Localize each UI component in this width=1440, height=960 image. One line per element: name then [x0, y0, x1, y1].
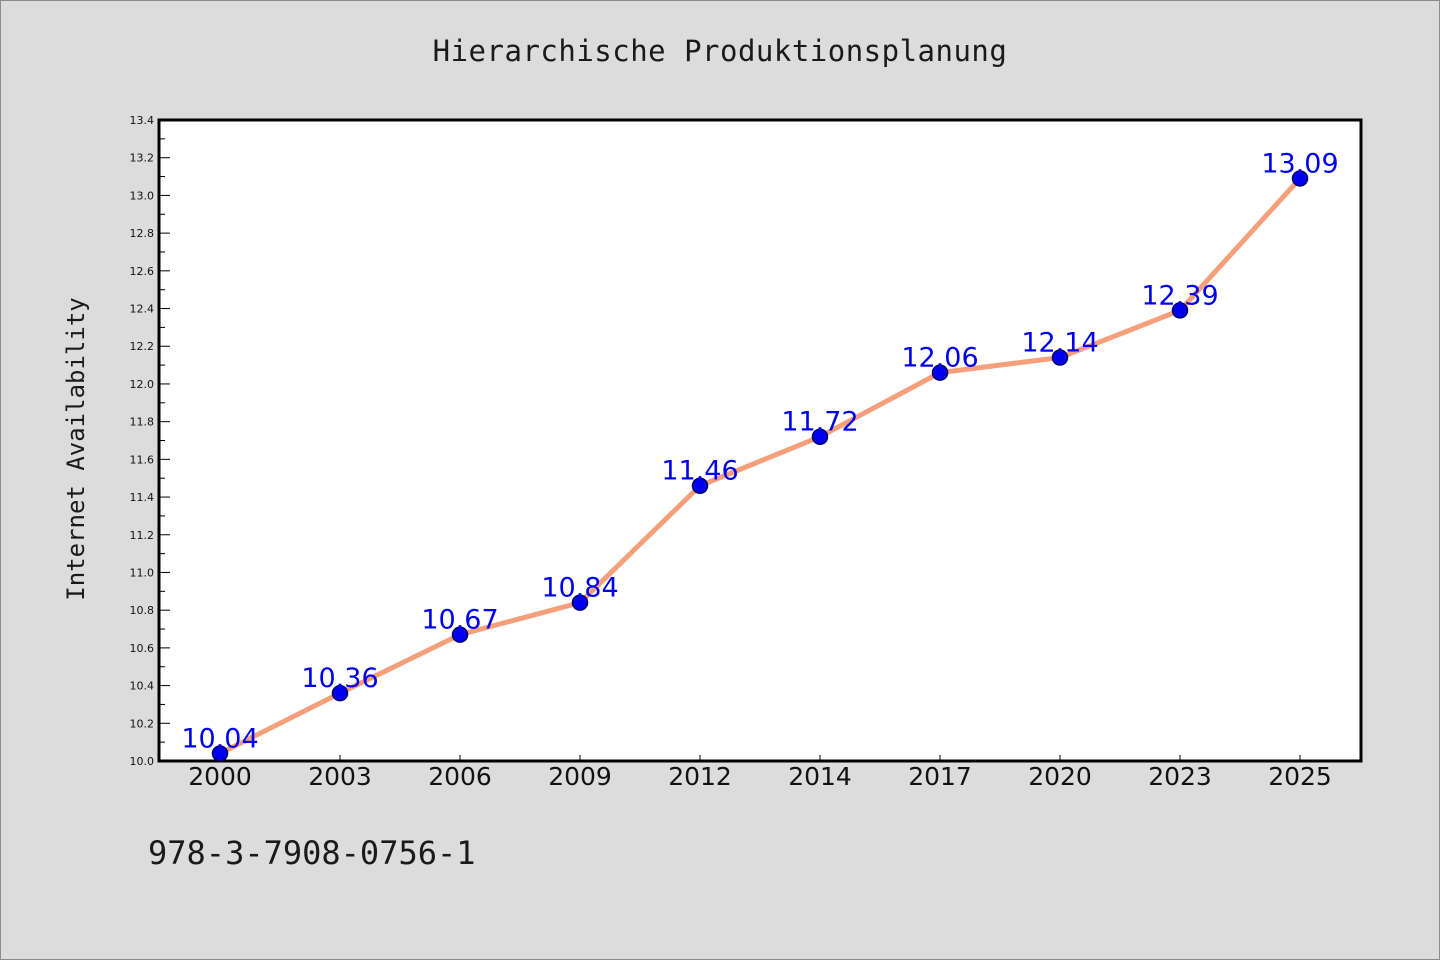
- y-tick-label: 11.2: [130, 529, 155, 542]
- y-tick-label: 10.0: [130, 755, 155, 768]
- y-tick-label: 10.2: [130, 717, 155, 730]
- x-tick-label: 2012: [668, 762, 732, 791]
- y-tick-label: 12.2: [130, 340, 155, 353]
- y-tick-label: 10.6: [130, 642, 155, 655]
- data-point: [931, 364, 949, 381]
- series-line: [217, 175, 1303, 756]
- data-label: 10.67: [421, 605, 498, 636]
- data-label: 13.09: [1261, 148, 1338, 179]
- data-label: 10.84: [541, 573, 618, 604]
- data-label: 12.14: [1021, 328, 1098, 359]
- data-label: 10.04: [181, 723, 258, 754]
- data-point: [691, 477, 709, 494]
- plot-area: [157, 118, 1363, 763]
- data-label: 11.46: [661, 456, 738, 487]
- data-point: [811, 428, 829, 445]
- x-tick-label: 2017: [908, 762, 972, 791]
- y-tick-label: 13.4: [130, 114, 155, 127]
- x-axis-ticks: 2000 2003 2006 2009 2012 2014 2017 2020 2023 2025: [188, 755, 1332, 791]
- data-point: [571, 594, 589, 611]
- data-label: 12.39: [1141, 280, 1218, 311]
- data-markers: [211, 170, 1309, 762]
- x-tick-label: 2009: [548, 762, 612, 791]
- data-point: [1171, 302, 1189, 319]
- y-tick-label: 11.0: [130, 566, 155, 579]
- data-labels: 10.04 10.36 10.67 10.84 11.46 11.72 12.06 12.14…: [181, 148, 1338, 754]
- x-tick-label: 2025: [1268, 762, 1332, 791]
- y-tick-label: 10.8: [130, 604, 155, 617]
- y-tick-label: 11.8: [130, 416, 155, 429]
- data-point: [211, 745, 229, 762]
- series-line-group: [217, 175, 1303, 756]
- y-axis-ticks: 10.0 10.2 10.4 10.6 10.8 11.0 11.2 11.4 11.6 11.8…: [130, 114, 170, 768]
- y-tick-label: 11.4: [130, 491, 155, 504]
- data-point: [331, 684, 349, 702]
- x-tick-label: 2023: [1148, 762, 1212, 791]
- y-tick-label: 12.4: [130, 303, 155, 316]
- data-point: [451, 626, 469, 643]
- y-tick-label: 10.4: [130, 680, 155, 693]
- x-tick-label: 2014: [788, 762, 852, 791]
- y-tick-label: 12.0: [130, 378, 155, 391]
- data-label: 10.36: [301, 663, 378, 694]
- chart-title: Hierarchische Produktionsplanung: [432, 34, 1008, 68]
- x-tick-label: 2006: [428, 762, 492, 791]
- footer-code: 978-3-7908-0756-1: [148, 834, 476, 872]
- y-tick-label: 12.8: [130, 227, 155, 240]
- x-tick-label: 2000: [188, 762, 252, 791]
- y-tick-label: 12.6: [130, 265, 155, 278]
- data-label: 12.06: [901, 343, 978, 374]
- y-tick-label: 13.0: [130, 189, 155, 202]
- data-point: [1051, 349, 1069, 366]
- x-tick-label: 2020: [1028, 762, 1092, 791]
- y-tick-label: 11.6: [130, 453, 155, 466]
- data-label: 11.72: [781, 407, 858, 438]
- data-point: [1291, 170, 1309, 187]
- y-tick-label: 13.2: [130, 152, 155, 165]
- x-tick-label: 2003: [308, 762, 372, 791]
